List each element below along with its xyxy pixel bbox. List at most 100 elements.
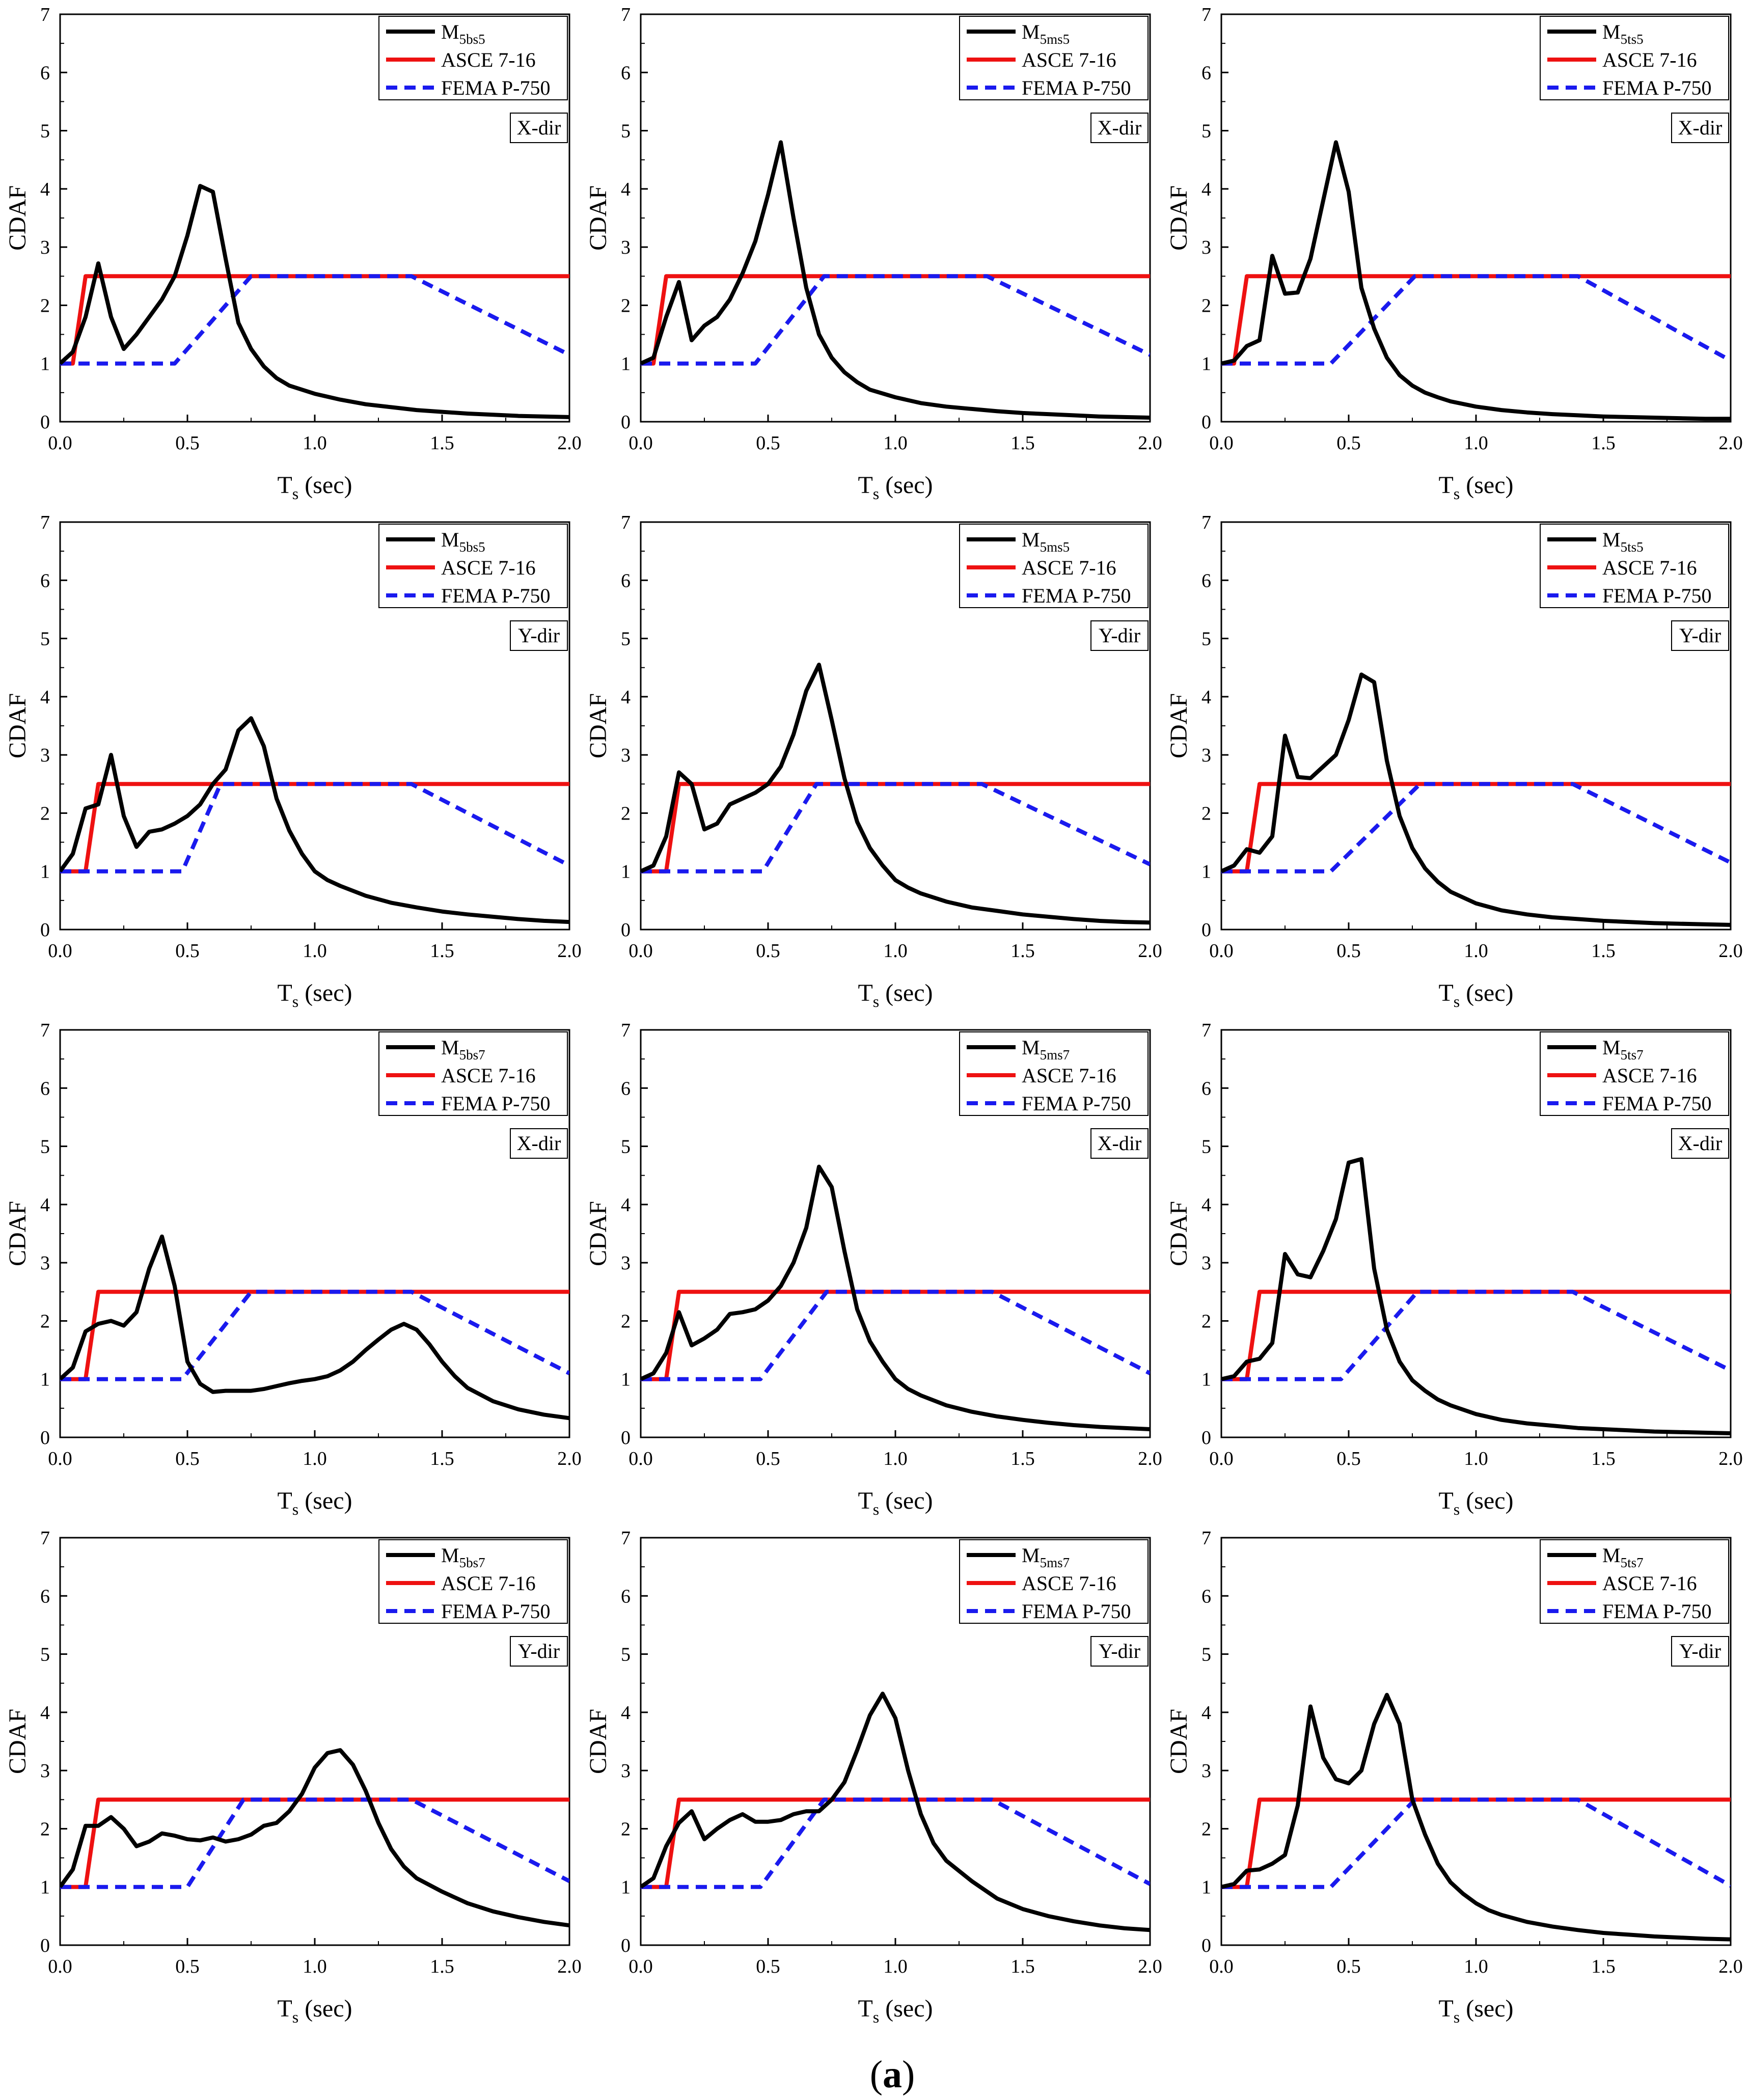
x-tick-label: 0.5: [175, 940, 200, 962]
x-tick-label: 0.0: [1209, 432, 1234, 454]
legend-label-1: M5bs5: [441, 20, 485, 47]
y-tick-label: 0: [1201, 919, 1211, 941]
y-tick-label: 7: [1201, 4, 1211, 25]
y-tick-label: 3: [1201, 1760, 1211, 1782]
series-line-fema-p-750: [1221, 782, 1731, 874]
series-group: [641, 1164, 1150, 1431]
x-tick-label: 0.5: [1336, 940, 1361, 962]
legend-label-main: FEMA P-750: [441, 1092, 551, 1115]
x-axis-title-unit: (sec): [298, 1995, 352, 2022]
direction-box: [1090, 1636, 1149, 1667]
x-axis-title-sub: s: [873, 1500, 879, 1518]
y-tick-label: 0: [621, 1427, 631, 1449]
legend-label-3: FEMA P-750: [441, 1600, 551, 1623]
series-line-fema-p-750: [1221, 274, 1731, 366]
series-line-fema-p-750: [641, 782, 1150, 874]
x-tick-label: 0.0: [48, 1448, 72, 1469]
x-axis-title: Ts (sec): [1438, 1995, 1513, 2026]
y-tick-label: 2: [1201, 1311, 1211, 1332]
series-line-m5bs5: [60, 716, 569, 924]
y-tick-label: 4: [1201, 687, 1211, 708]
y-tick-label: 2: [621, 295, 631, 316]
chart-panel-2: 0.0 0.5 1.0 1.5 2.0 0 1 2 3 4 5 6 7 CDAF Ts (sec) M5ms5…: [585, 4, 1162, 503]
legend-label-main: ASCE 7-16: [1602, 1064, 1697, 1087]
y-tick-label: 1: [1201, 353, 1211, 375]
x-axis-title-sub: s: [1454, 2008, 1460, 2026]
y-tick-label: 2: [40, 1818, 50, 1840]
x-axis-title-unit: (sec): [879, 979, 933, 1006]
y-tick-label: 1: [1201, 1369, 1211, 1390]
x-axis-title: Ts (sec): [858, 472, 933, 503]
y-tick-label: 1: [621, 861, 631, 883]
x-tick-label: 0.0: [48, 1956, 72, 1977]
legend-label-1: M5ms7: [1022, 1036, 1070, 1062]
x-axis-title-main: T: [277, 979, 292, 1006]
direction-label: X-dir: [1098, 1132, 1142, 1155]
chart-panel-6: 0.0 0.5 1.0 1.5 2.0 0 1 2 3 4 5 6 7 CDAF Ts (sec) M5ts5…: [1165, 512, 1743, 1011]
x-axis-title: Ts (sec): [277, 1487, 352, 1518]
series-group: [1221, 672, 1731, 927]
legend-label-sub: 5ms7: [1040, 1555, 1070, 1570]
legend-label-3: FEMA P-750: [1602, 76, 1712, 99]
x-tick-label: 1.0: [1464, 432, 1488, 454]
x-axis-title-sub: s: [292, 992, 298, 1011]
series-group: [60, 716, 569, 924]
y-tick-label: 1: [40, 1369, 50, 1390]
x-axis-title-unit: (sec): [1460, 1995, 1513, 2022]
x-axis-title: Ts (sec): [277, 1995, 352, 2026]
caption-letter: a: [883, 2053, 902, 2096]
y-tick-label: 7: [1201, 1020, 1211, 1041]
y-tick-label: 0: [40, 919, 50, 941]
legend-label-2: ASCE 7-16: [1022, 48, 1116, 71]
legend-label-main: FEMA P-750: [1022, 1600, 1131, 1623]
y-tick-label: 6: [1201, 570, 1211, 591]
y-tick-label: 2: [40, 1311, 50, 1332]
y-tick-label: 3: [1201, 237, 1211, 258]
x-tick-label: 2.0: [557, 940, 582, 962]
y-tick-label: 5: [40, 1136, 50, 1158]
y-tick-label: 0: [1201, 1427, 1211, 1449]
legend-label-main: FEMA P-750: [1022, 1092, 1131, 1115]
chart-panel-10: 0.0 0.5 1.0 1.5 2.0 0 1 2 3 4 5 6 7 CDAF Ts (sec) M5bs7…: [4, 1528, 582, 2026]
legend-label-sub: 5ts7: [1621, 1555, 1644, 1570]
legend-label-1: M5bs5: [441, 528, 485, 555]
y-tick-label: 1: [40, 861, 50, 883]
x-tick-label: 0.5: [175, 432, 200, 454]
x-tick-label: 1.5: [1010, 432, 1035, 454]
x-axis-title-main: T: [1438, 1487, 1453, 1514]
y-tick-label: 5: [1201, 629, 1211, 650]
y-axis-title: CDAF: [1165, 1709, 1192, 1774]
x-tick-label: 2.0: [1138, 1448, 1162, 1469]
x-axis-title-unit: (sec): [298, 979, 352, 1006]
y-tick-label: 2: [1201, 1818, 1211, 1840]
x-tick-label: 0.0: [48, 432, 72, 454]
legend-label-3: FEMA P-750: [441, 76, 551, 99]
x-tick-label: 1.0: [303, 940, 327, 962]
y-tick-label: 4: [621, 687, 631, 708]
y-tick-label: 4: [621, 1194, 631, 1216]
x-tick-label: 0.5: [1336, 432, 1361, 454]
chart-panel-3: 0.0 0.5 1.0 1.5 2.0 0 1 2 3 4 5 6 7 CDAF Ts (sec) M5ts5…: [1165, 4, 1743, 503]
legend-label-3: FEMA P-750: [1022, 1092, 1131, 1115]
legend-label-sub: 5bs7: [459, 1047, 485, 1062]
series-group: [641, 663, 1150, 925]
x-axis-title: Ts (sec): [1438, 1487, 1513, 1518]
legend-label-main: M: [1022, 528, 1040, 551]
y-tick-label: 7: [40, 512, 50, 533]
series-line-fema-p-750: [60, 782, 569, 874]
series-line-asce-7-16: [1221, 1797, 1731, 1889]
legend-label-main: M: [1022, 1544, 1040, 1567]
direction-box: [1671, 1128, 1729, 1159]
series-group: [641, 140, 1150, 420]
series-line-asce-7-16: [1221, 782, 1731, 874]
y-axis-title: CDAF: [4, 693, 31, 758]
series-line-m5ms5: [641, 663, 1150, 925]
y-tick-label: 5: [1201, 1644, 1211, 1666]
y-tick-label: 3: [621, 745, 631, 766]
legend-label-1: M5ms7: [1022, 1544, 1070, 1570]
